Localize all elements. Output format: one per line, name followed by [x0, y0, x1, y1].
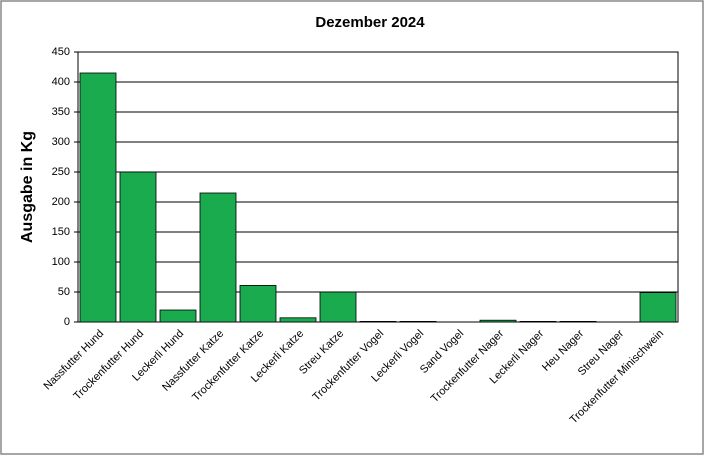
bar — [359, 320, 397, 323]
bar — [479, 319, 517, 323]
bar — [199, 192, 237, 323]
y-axis-label: Ausgabe in Kg — [19, 131, 36, 243]
bar — [559, 320, 597, 323]
y-tick-label: 350 — [52, 106, 70, 118]
y-tick-label: 400 — [52, 76, 70, 88]
bar — [279, 317, 317, 323]
y-tick-label: 50 — [58, 286, 70, 298]
bar — [519, 320, 557, 323]
y-tick-label: 250 — [52, 166, 70, 178]
bar — [119, 171, 157, 323]
bar — [319, 291, 357, 323]
bar — [159, 309, 197, 323]
chart-title: Dezember 2024 — [315, 14, 425, 31]
bar — [239, 284, 277, 323]
y-tick-label: 450 — [52, 46, 70, 58]
y-tick-label: 100 — [52, 256, 70, 268]
y-tick-label: 300 — [52, 136, 70, 148]
y-tick-label: 0 — [64, 316, 70, 328]
bar — [79, 72, 117, 323]
y-tick-label: 150 — [52, 226, 70, 238]
bar — [639, 292, 677, 323]
bar — [399, 320, 437, 323]
y-tick-label: 200 — [52, 196, 70, 208]
